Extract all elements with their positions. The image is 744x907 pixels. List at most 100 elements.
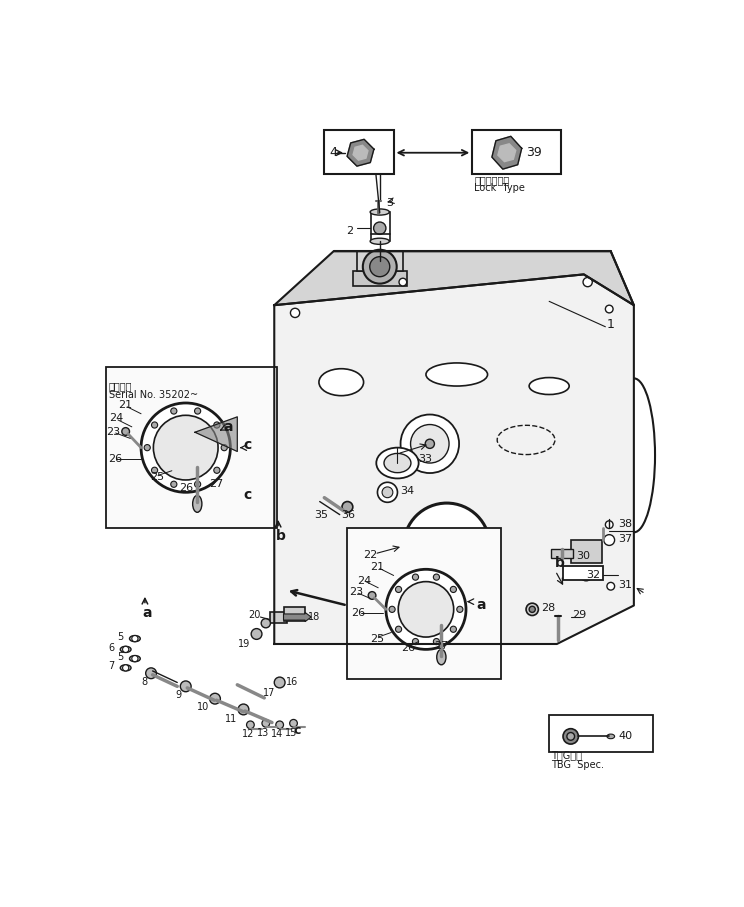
- Text: c: c: [243, 488, 251, 502]
- Text: 39: 39: [526, 146, 542, 160]
- Circle shape: [607, 582, 615, 590]
- Text: 31: 31: [618, 580, 632, 590]
- Circle shape: [411, 424, 449, 463]
- Circle shape: [370, 257, 390, 277]
- Circle shape: [246, 721, 254, 728]
- Circle shape: [363, 249, 397, 284]
- Polygon shape: [275, 251, 634, 305]
- Text: 36: 36: [341, 511, 356, 521]
- Text: ロックタイプ: ロックタイプ: [475, 175, 510, 185]
- Circle shape: [342, 502, 353, 512]
- Bar: [563, 566, 603, 580]
- Text: 33: 33: [418, 454, 432, 464]
- Circle shape: [152, 422, 158, 428]
- Text: 22: 22: [363, 551, 377, 561]
- Text: 21: 21: [118, 400, 132, 410]
- Circle shape: [396, 586, 402, 592]
- Bar: [571, 540, 601, 563]
- Text: 28: 28: [542, 603, 556, 613]
- FancyArrow shape: [283, 612, 311, 621]
- Ellipse shape: [607, 734, 615, 738]
- Polygon shape: [275, 275, 634, 644]
- Text: 13: 13: [257, 727, 269, 737]
- Text: a: a: [143, 606, 152, 620]
- Ellipse shape: [193, 495, 202, 512]
- Polygon shape: [347, 140, 374, 166]
- Circle shape: [404, 503, 490, 590]
- Circle shape: [377, 483, 397, 502]
- Circle shape: [180, 681, 191, 692]
- Text: 15: 15: [285, 727, 298, 737]
- Text: 27: 27: [209, 479, 223, 489]
- Text: 23: 23: [106, 427, 121, 437]
- Text: 4: 4: [330, 146, 338, 160]
- Circle shape: [396, 626, 402, 632]
- Text: Lock  Type: Lock Type: [475, 183, 525, 193]
- Text: 12: 12: [242, 729, 254, 739]
- Circle shape: [606, 305, 613, 313]
- Ellipse shape: [370, 239, 389, 244]
- Ellipse shape: [384, 454, 411, 473]
- Circle shape: [412, 639, 419, 645]
- Ellipse shape: [370, 209, 389, 215]
- Text: 8: 8: [141, 677, 147, 687]
- Text: 19: 19: [238, 639, 251, 649]
- Circle shape: [400, 414, 459, 473]
- Ellipse shape: [129, 656, 141, 662]
- Circle shape: [214, 467, 220, 473]
- Ellipse shape: [319, 369, 364, 395]
- Bar: [347, 529, 501, 678]
- Bar: [356, 251, 403, 270]
- Text: 10: 10: [196, 702, 209, 712]
- Text: 24: 24: [356, 576, 371, 586]
- Circle shape: [433, 639, 440, 645]
- Circle shape: [567, 733, 574, 740]
- Circle shape: [526, 603, 539, 616]
- Text: 35: 35: [314, 510, 328, 520]
- Bar: [549, 715, 653, 752]
- Circle shape: [425, 439, 434, 448]
- Circle shape: [132, 656, 138, 662]
- Circle shape: [583, 278, 592, 287]
- Circle shape: [251, 629, 262, 639]
- Circle shape: [132, 636, 138, 641]
- Text: 26: 26: [179, 483, 193, 493]
- Circle shape: [214, 422, 220, 428]
- Circle shape: [529, 606, 535, 612]
- Polygon shape: [195, 417, 237, 452]
- Text: 16: 16: [286, 678, 298, 688]
- Text: 37: 37: [618, 533, 632, 543]
- Text: 9: 9: [175, 690, 181, 700]
- Circle shape: [152, 467, 158, 473]
- Text: TBG  Spec.: TBG Spec.: [551, 760, 603, 770]
- Circle shape: [389, 606, 395, 612]
- Text: 27: 27: [434, 641, 448, 651]
- Bar: [106, 366, 278, 529]
- Text: 26: 26: [401, 643, 415, 653]
- Text: a: a: [476, 599, 486, 612]
- Text: 23: 23: [349, 588, 363, 598]
- Ellipse shape: [121, 647, 131, 652]
- Circle shape: [604, 534, 615, 545]
- Circle shape: [289, 719, 298, 727]
- Text: 適用番号: 適用番号: [109, 381, 132, 391]
- Circle shape: [238, 704, 248, 715]
- Circle shape: [580, 569, 592, 580]
- Circle shape: [433, 574, 440, 580]
- Text: 32: 32: [586, 571, 600, 580]
- Ellipse shape: [376, 448, 419, 478]
- Circle shape: [261, 619, 270, 628]
- Bar: [371, 212, 390, 241]
- Text: 34: 34: [400, 486, 414, 496]
- Text: 20: 20: [248, 610, 260, 620]
- Ellipse shape: [121, 665, 131, 671]
- Circle shape: [457, 606, 463, 612]
- Ellipse shape: [426, 363, 487, 386]
- Polygon shape: [492, 136, 522, 169]
- Circle shape: [412, 574, 419, 580]
- Text: 2: 2: [346, 226, 353, 236]
- Text: 40: 40: [618, 731, 632, 741]
- Text: b: b: [555, 556, 565, 571]
- Bar: [551, 549, 573, 558]
- Circle shape: [399, 278, 407, 286]
